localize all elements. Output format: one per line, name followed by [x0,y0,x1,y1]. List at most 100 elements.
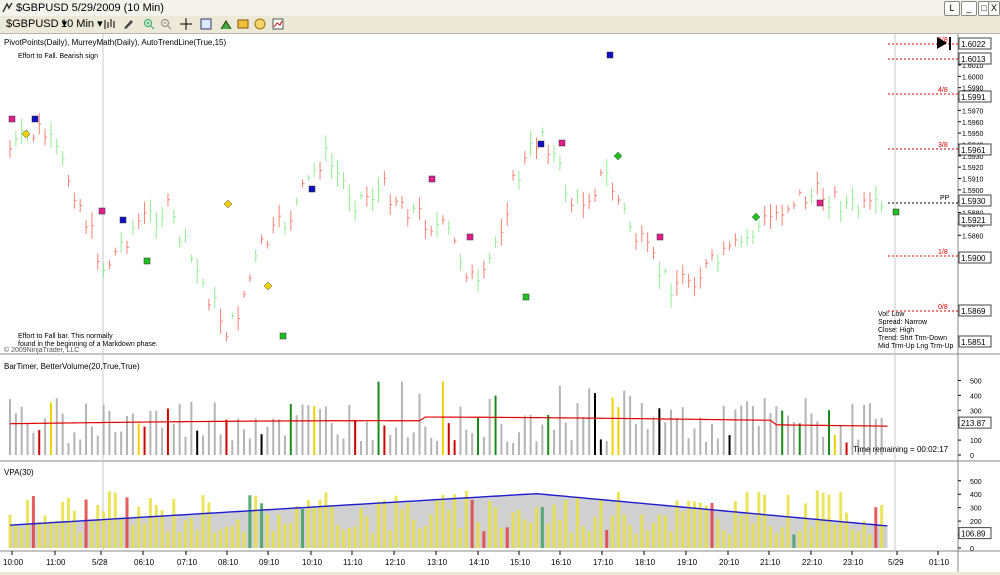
info-text: Close: High [878,327,914,334]
zoom-out-icon[interactable] [160,18,172,30]
price-panel [0,34,1000,353]
chevron-down-icon: ▾ [97,18,103,30]
time-tick-label: 16:10 [551,558,572,567]
strategy-icon[interactable] [220,18,232,30]
vpa-tick-label: 200 [970,519,982,526]
volume-average-line [9,416,888,427]
volume-tick-label: 100 [970,438,982,445]
price-label-box [958,143,992,156]
price-tick-label: 1.5990 [962,86,984,93]
info-text: Spread: Narrow [878,319,928,326]
time-tick-label: 23:10 [843,558,864,567]
crosshair-icon[interactable] [180,18,192,30]
signal-square [428,175,436,183]
price-tick-label: 1.6010 [962,63,984,70]
murrey-label: 1/8 [938,249,948,256]
murrey-label: 0/8 [938,304,948,311]
time-tick-label: 10:10 [302,558,323,567]
app-icon [2,2,13,13]
signal-square [816,199,824,207]
time-tick-label: 5/29 [888,558,904,567]
alert-icon[interactable] [254,18,266,30]
price-label-box [958,335,992,348]
price-tick-label: 1.6000 [962,74,984,81]
time-tick-label: 01:10 [929,558,950,567]
price-label-box [958,213,992,226]
vpa-tick-label: 400 [970,492,982,499]
time-tick-label: 20:10 [719,558,740,567]
signal-square [537,140,545,148]
price-tick-label: 1.5900 [962,188,984,195]
signal-square [606,51,614,59]
price-label: 1.5961 [961,146,986,155]
price-label: 1.5921 [961,216,986,225]
properties-icon[interactable] [237,18,249,30]
time-tick-label: 17:10 [593,558,614,567]
volume-tick-label: 0 [970,453,974,460]
vpa-tick-label: 300 [970,506,982,513]
signal-diamond [263,281,273,291]
price-label: 1.5900 [961,254,986,263]
volume-tick-label: 400 [970,393,982,400]
window-close-button[interactable]: X [988,1,1000,16]
signal-diamond [751,212,761,222]
price-tick-label: 1.5970 [962,108,984,115]
time-tick-label: 18:10 [635,558,656,567]
copyright: © 2009NinjaTrader, LLC [4,346,79,354]
interval-selector[interactable]: 10 Min ▾ [61,18,103,30]
price-panel-header: PivotPoints(Daily), MurreyMath(Daily), A… [4,38,226,47]
signal-square [522,293,530,301]
signal-square [466,233,474,241]
price-label-box [958,90,992,103]
time-tick-label: 14:10 [469,558,490,567]
signal-square [558,139,566,147]
annotation-bottom: found in the beginning of a Markdown pha… [18,341,158,348]
signal-square [892,208,900,216]
murrey-label: 3/8 [938,142,948,149]
chart-area[interactable]: PivotPoints(Daily), MurreyMath(Daily), A… [0,34,1000,572]
chart-toolbar: $GBPUSD ▾ 10 Min ▾ [0,16,1000,34]
indicators-icon[interactable] [272,18,284,30]
price-label: 1.6013 [961,55,986,64]
annotation-bottom: Effort to Fall bar. This normally [18,333,113,340]
time-tick-label: 22:10 [802,558,823,567]
murrey-label: 4/8 [938,87,948,94]
zoom-in-icon[interactable] [143,18,155,30]
time-tick-label: 15:10 [510,558,531,567]
price-label-box [958,52,992,65]
signal-diamond [21,129,31,139]
volume-label: 213.87 [961,419,986,428]
price-label-box [958,251,992,264]
murrey-label: 5/8 [938,37,948,44]
price-label: 1.5851 [961,338,986,347]
pivot-label: PP [940,195,950,202]
vpa-panel-header: VPA(30) [4,468,34,477]
price-label: 1.5869 [961,307,986,316]
price-tick-label: 1.5910 [962,177,984,184]
signal-square [119,216,127,224]
bar-timer-text: Time remaining = 00:02:17 [853,445,949,454]
cursor-marker-icon [937,37,947,49]
data-box-icon[interactable] [200,18,212,30]
signal-square [98,207,106,215]
price-tick-label: 1.5860 [962,233,984,240]
price-tick-label: 1.5960 [962,120,984,127]
vpa-tick-label: 0 [970,546,974,553]
price-label-box [958,304,992,317]
volume-panel-header: BarTimer, BetterVolume(20,True,True) [4,362,140,371]
instrument-selector[interactable]: $GBPUSD ▾ [6,18,68,30]
signal-square [279,332,287,340]
info-text: Vol: Low [878,311,905,318]
window-lock-button[interactable]: L [944,1,960,16]
window-titlebar: $GBPUSD 5/29/2009 (10 Min) L _ □ X [0,0,1000,17]
time-tick-label: 11:10 [343,558,363,567]
window-minimize-button[interactable]: _ [961,1,977,16]
chart-svg[interactable]: PivotPoints(Daily), MurreyMath(Daily), A… [0,34,1000,572]
signal-square [31,115,39,123]
bar-type-icon[interactable] [103,18,115,30]
vpa-label-box [958,527,992,540]
signal-square [143,257,151,265]
time-tick-label: 12:10 [385,558,406,567]
price-tick-label: 1.5950 [962,131,984,138]
drawing-tool-icon[interactable] [122,18,134,30]
